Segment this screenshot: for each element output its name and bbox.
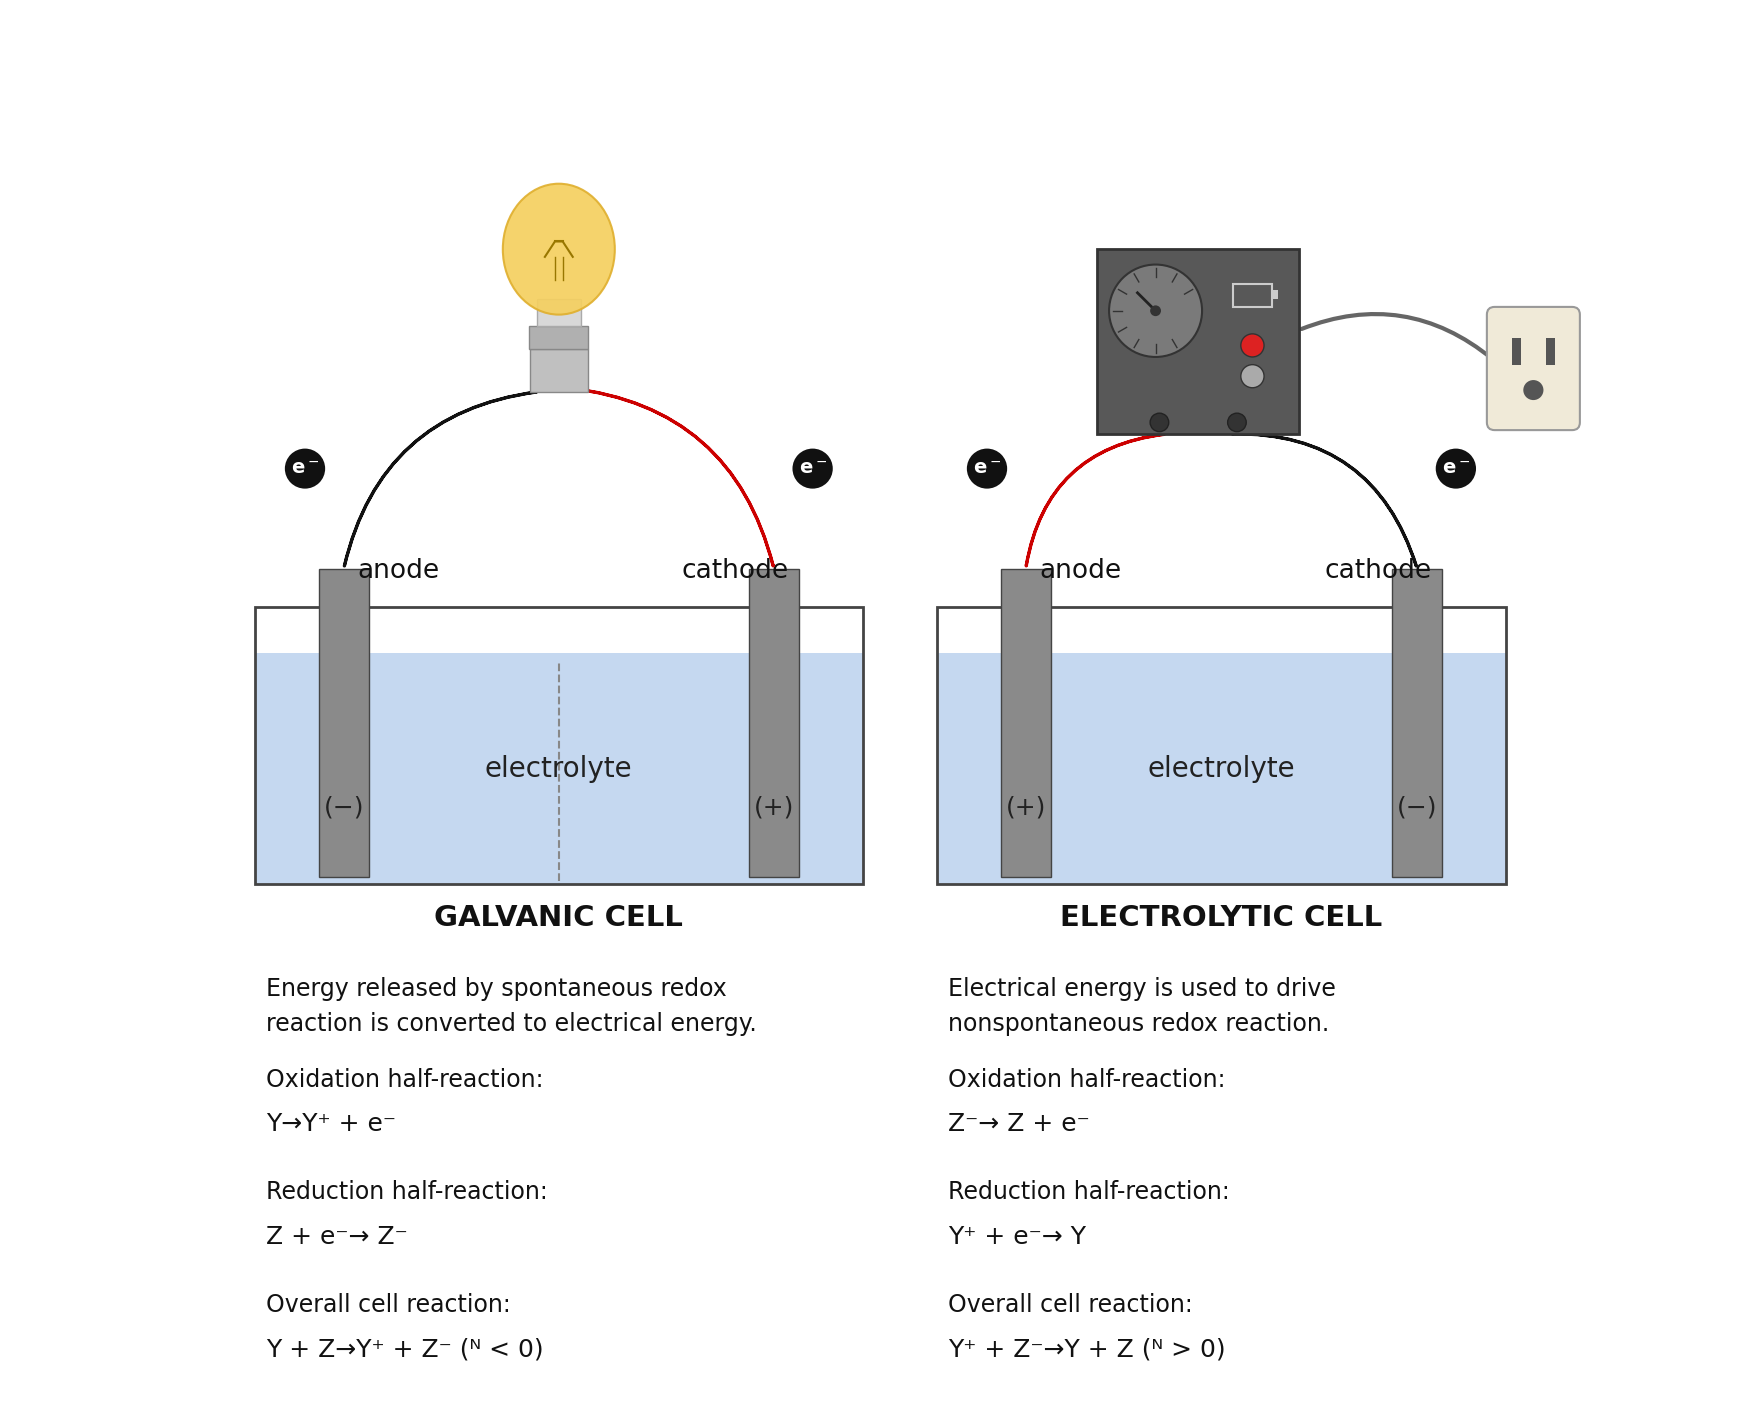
Bar (1544, 338, 1555, 365)
Text: Overall cell reaction:: Overall cell reaction: (265, 1292, 511, 1316)
Text: GALVANIC CELL: GALVANIC CELL (434, 903, 683, 931)
FancyArrowPatch shape (1232, 434, 1416, 566)
FancyBboxPatch shape (1486, 307, 1580, 430)
Text: e$^-$: e$^-$ (798, 459, 826, 478)
Text: e$^-$: e$^-$ (1441, 459, 1469, 478)
Circle shape (285, 448, 325, 489)
Text: ELECTROLYTIC CELL: ELECTROLYTIC CELL (1059, 903, 1381, 931)
Bar (936, 607, 1506, 885)
Text: electrolyte: electrolyte (1147, 755, 1295, 783)
Ellipse shape (503, 183, 615, 314)
Text: Z + e⁻→ Z⁻: Z + e⁻→ Z⁻ (265, 1224, 408, 1248)
Text: anode: anode (1038, 558, 1121, 585)
Text: Z⁻→ Z + e⁻: Z⁻→ Z + e⁻ (947, 1112, 1089, 1136)
Text: Y + Z→Y⁺ + Z⁻ (ᴺ < 0): Y + Z→Y⁺ + Z⁻ (ᴺ < 0) (265, 1337, 543, 1361)
Bar (529, 325, 589, 349)
Text: Oxidation half-reaction:: Oxidation half-reaction: (265, 1068, 543, 1092)
FancyArrowPatch shape (344, 392, 536, 566)
Text: cathode: cathode (682, 558, 789, 585)
Circle shape (1435, 448, 1476, 489)
Bar (1392, 569, 1441, 876)
Circle shape (1149, 306, 1160, 316)
Bar (529, 349, 587, 392)
Text: (+): (+) (1005, 796, 1045, 820)
FancyArrowPatch shape (1026, 434, 1163, 566)
Circle shape (1149, 413, 1168, 431)
Circle shape (792, 448, 833, 489)
Bar (1511, 338, 1520, 365)
Circle shape (1226, 413, 1246, 431)
Text: anode: anode (357, 558, 439, 585)
Text: Y→Y⁺ + e⁻: Y→Y⁺ + e⁻ (265, 1112, 395, 1136)
Text: Y⁺ + e⁻→ Y: Y⁺ + e⁻→ Y (947, 1224, 1086, 1248)
Circle shape (1109, 265, 1202, 356)
Bar (1000, 569, 1051, 876)
Text: Reduction half-reaction:: Reduction half-reaction: (947, 1181, 1230, 1205)
Text: (−): (−) (1397, 796, 1437, 820)
Bar (748, 569, 799, 876)
Bar (538, 299, 580, 325)
Circle shape (1240, 365, 1263, 387)
Circle shape (966, 448, 1007, 489)
Bar (255, 654, 863, 885)
Text: electrolyte: electrolyte (485, 755, 633, 783)
Text: Overall cell reaction:: Overall cell reaction: (947, 1292, 1193, 1316)
Bar (1232, 283, 1270, 307)
Text: Electrical energy is used to drive
nonspontaneous redox reaction.: Electrical energy is used to drive nonsp… (947, 976, 1335, 1036)
Text: Reduction half-reaction:: Reduction half-reaction: (265, 1181, 548, 1205)
FancyArrowPatch shape (569, 387, 773, 566)
Bar (318, 569, 369, 876)
Bar (1270, 290, 1277, 299)
Text: Energy released by spontaneous redox
reaction is converted to electrical energy.: Energy released by spontaneous redox rea… (265, 976, 757, 1036)
Text: Y⁺ + Z⁻→Y + Z (ᴺ > 0): Y⁺ + Z⁻→Y + Z (ᴺ > 0) (947, 1337, 1225, 1361)
Bar (936, 654, 1506, 885)
Bar (255, 607, 863, 885)
Text: cathode: cathode (1325, 558, 1432, 585)
Text: Oxidation half-reaction:: Oxidation half-reaction: (947, 1068, 1225, 1092)
Text: (+): (+) (754, 796, 794, 820)
Text: e$^-$: e$^-$ (292, 459, 318, 478)
Text: (−): (−) (323, 796, 364, 820)
Circle shape (1522, 380, 1543, 400)
Circle shape (1240, 334, 1263, 356)
Text: e$^-$: e$^-$ (972, 459, 1000, 478)
Bar (1096, 249, 1298, 434)
